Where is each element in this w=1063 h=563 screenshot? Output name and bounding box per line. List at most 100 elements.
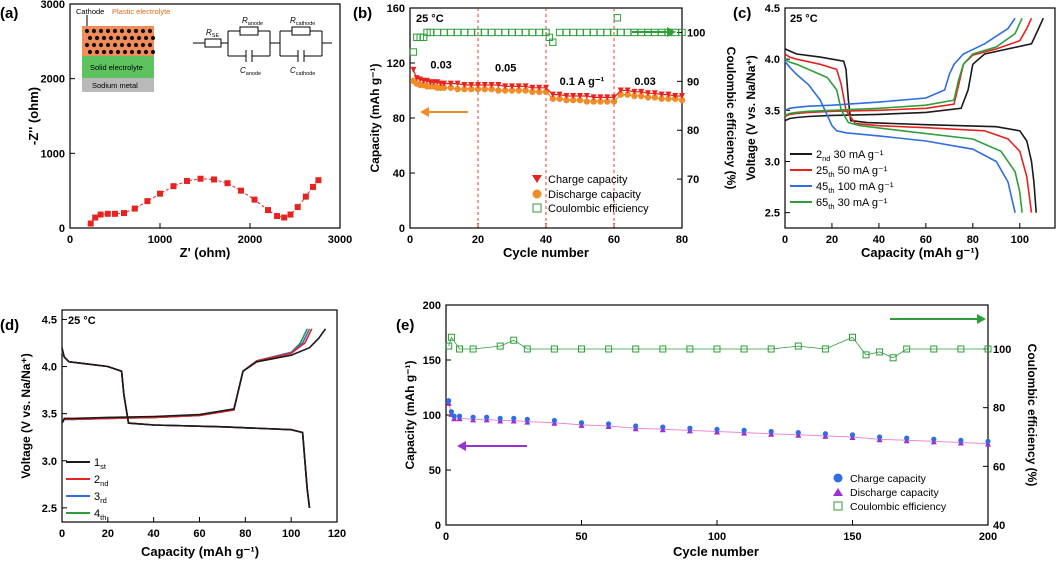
charge-point — [714, 426, 720, 432]
inset-cell-diagram: Cathode Plastic electrolyte Solid electr… — [76, 7, 170, 92]
charge-point — [672, 93, 679, 99]
ce-point — [521, 28, 530, 37]
panel-label-b: (b) — [353, 5, 372, 22]
discharge-point — [529, 88, 536, 96]
legend-c-entry: 2nd 30 mA g⁻¹ — [816, 149, 884, 163]
charge-point — [484, 414, 490, 420]
discharge-point — [502, 87, 509, 94]
discharge-point — [624, 91, 631, 98]
legend-e-marker-discharge — [833, 488, 843, 496]
charge-point — [470, 414, 476, 420]
charge-point — [597, 94, 604, 101]
discharge-point — [658, 95, 665, 102]
ce-point — [440, 28, 448, 37]
y-tick-label: 3.5 — [42, 409, 57, 421]
x-tick-label: 150 — [843, 531, 861, 543]
charge-point — [556, 91, 563, 98]
charge-curve — [784, 17, 1033, 118]
charge-curve — [61, 328, 327, 424]
charge-point — [549, 91, 556, 98]
charge-curve — [61, 328, 311, 424]
charge-point — [795, 430, 801, 436]
discharge-line — [448, 402, 989, 445]
charge-point — [931, 436, 937, 442]
charge-point — [633, 423, 639, 429]
ce-point — [456, 345, 464, 353]
legend-b: Charge capacity Discharge capacity Coulo… — [532, 174, 649, 215]
charge-curve — [784, 17, 1045, 122]
x-tick-label: 40 — [148, 528, 160, 540]
ce-point — [686, 345, 694, 353]
charge-point — [658, 91, 665, 98]
y-tick-label: 150 — [423, 355, 441, 367]
nyquist-point — [274, 213, 280, 220]
rate-label: 0.1 A g⁻¹ — [560, 76, 605, 88]
x-axis-label-b: Cycle number — [503, 245, 589, 260]
charge-point — [583, 93, 590, 99]
charge-point — [446, 398, 452, 404]
ce-line — [448, 336, 988, 359]
nyquist-point — [184, 177, 190, 184]
charge-point — [660, 424, 666, 430]
inset-particle — [147, 42, 153, 48]
inset-particle — [119, 28, 125, 34]
ce-point — [510, 336, 518, 344]
ce-point — [501, 28, 509, 37]
nyquist-point — [157, 190, 163, 197]
y2-tick-label: 60 — [993, 461, 1005, 473]
y-tick-label: 3000 — [41, 0, 65, 11]
inset-solid-electrolyte-layer — [82, 56, 154, 78]
inset-particle — [94, 35, 100, 41]
charge-point — [515, 83, 522, 90]
inset-label-cathode: Cathode — [76, 7, 104, 16]
discharge-point — [604, 98, 611, 105]
legend-e-charge: Charge capacity — [850, 473, 927, 485]
axis-ticks-d: 0 20 40 60 80 100 120 2.5 3.0 3.5 4.0 4.5 — [42, 314, 346, 540]
legend-e: Charge capacity Discharge capacity Coulo… — [833, 473, 947, 513]
inset-particle — [119, 42, 125, 48]
ce-point — [623, 28, 632, 37]
charge-point — [665, 91, 672, 98]
discharge-point — [508, 87, 516, 94]
discharge-point — [638, 92, 645, 100]
inset-label-sodium: Sodium metal — [92, 81, 138, 90]
charge-curve — [784, 17, 1016, 112]
charge-point — [768, 428, 774, 435]
charge-point — [497, 415, 503, 421]
panel-label-e: (e) — [396, 317, 414, 334]
x-tick-label: 40 — [540, 234, 552, 246]
x-tick-label: 100 — [708, 531, 726, 543]
inset-particle — [140, 42, 146, 48]
discharge-point — [536, 88, 543, 96]
charge-point — [822, 431, 829, 437]
y-tick-label: 200 — [423, 300, 441, 312]
temp-annotation-b: 25 °C — [416, 13, 444, 25]
x-tick-label: 40 — [873, 234, 885, 246]
inset-particle — [150, 49, 156, 55]
charge-point — [617, 87, 624, 94]
ce-point — [596, 28, 605, 37]
charge-point — [448, 409, 455, 415]
legend-e-marker-charge — [833, 473, 843, 483]
ce-point — [555, 28, 564, 37]
x-tick-label: 0 — [67, 234, 73, 246]
circuit-label-rcathode: Rcathode — [290, 16, 315, 27]
y-tick-label: 2.5 — [42, 503, 57, 515]
charge-point — [447, 80, 454, 87]
discharge-point — [542, 88, 550, 96]
ce-point — [903, 345, 911, 353]
legend-b-charge: Charge capacity — [548, 174, 628, 186]
legend-b-discharge: Discharge capacity — [548, 189, 641, 201]
inset-particle — [98, 28, 104, 34]
charge-point — [687, 425, 693, 431]
charge-point — [441, 80, 447, 87]
inset-particle — [147, 28, 153, 34]
discharge-point — [576, 96, 584, 104]
charge-point — [509, 83, 515, 90]
x-tick-label: 60 — [193, 528, 205, 540]
ce-point — [678, 28, 686, 37]
ce-point — [508, 28, 516, 37]
